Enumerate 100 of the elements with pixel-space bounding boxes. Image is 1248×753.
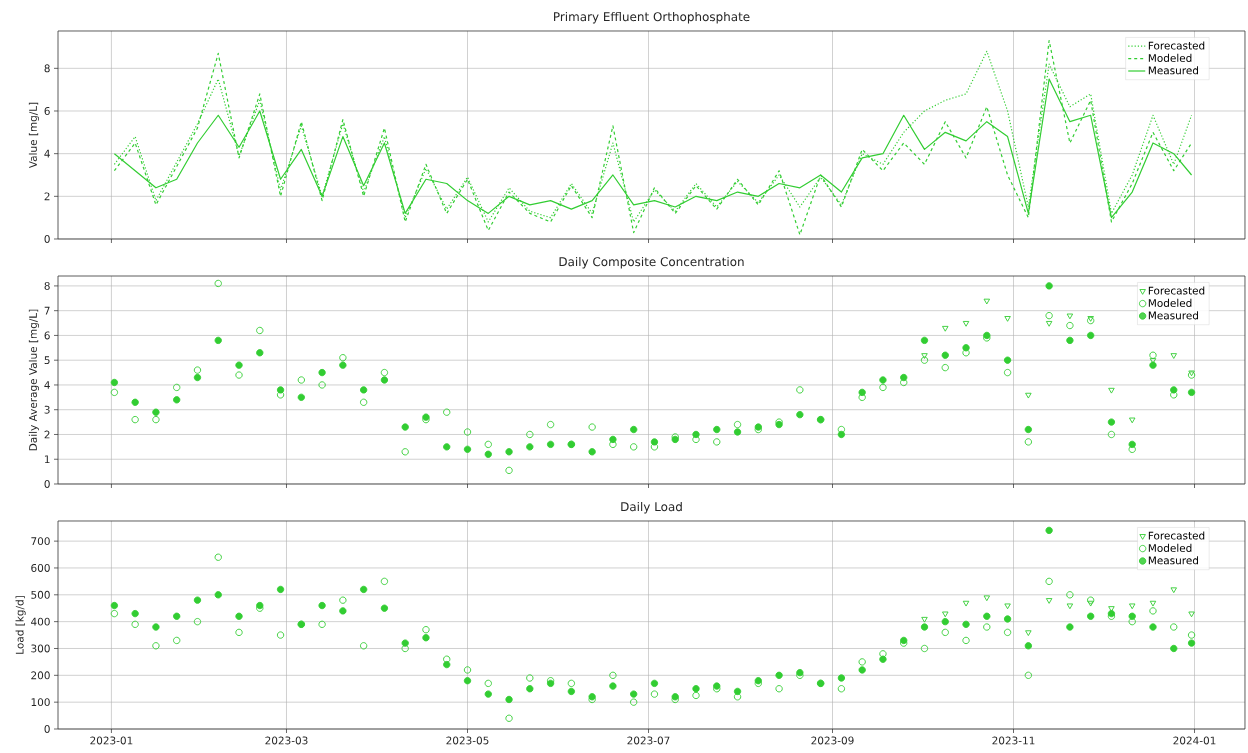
point: [858, 666, 866, 674]
point: [588, 423, 596, 431]
legend-label: Modeled: [1148, 53, 1192, 62]
point: [152, 415, 160, 424]
point: [1187, 639, 1196, 647]
point: [775, 685, 783, 693]
legend-label: Forecasted: [1148, 531, 1205, 540]
point: [463, 677, 472, 685]
chart-title: Daily Composite Concentration: [559, 256, 744, 269]
point: [380, 604, 389, 612]
x-tick-label: 2023-01: [90, 736, 133, 745]
point: [1003, 356, 1012, 364]
point: [650, 438, 659, 446]
point: [858, 658, 866, 666]
point: [796, 386, 804, 394]
point: [1170, 644, 1178, 653]
point: [276, 386, 285, 394]
point: [297, 393, 305, 401]
point: [318, 620, 326, 628]
point: [1045, 598, 1053, 604]
point: [733, 428, 742, 436]
y-axis-title: Load [kg/d]: [15, 596, 26, 654]
point: [1004, 603, 1011, 610]
point: [505, 448, 513, 456]
point: [360, 398, 368, 406]
point: [339, 361, 347, 369]
point: [962, 600, 970, 607]
x-tick-label: 2024-01: [1173, 736, 1216, 745]
point: [1170, 587, 1177, 594]
point: [962, 321, 970, 327]
point: [110, 609, 119, 618]
point: [276, 631, 285, 639]
point: [1188, 611, 1195, 618]
y-tick-label: 0: [44, 480, 50, 488]
point: [567, 679, 576, 688]
legend-label: Forecasted: [1148, 286, 1205, 295]
point: [152, 642, 160, 650]
x-tick-label: 2023-11: [992, 736, 1035, 745]
point: [484, 690, 492, 698]
point: [1087, 331, 1095, 340]
point: [962, 344, 970, 352]
point: [380, 577, 389, 586]
point: [567, 687, 576, 696]
point: [235, 612, 243, 620]
point: [983, 298, 991, 305]
point: [152, 623, 160, 631]
point: [1170, 391, 1178, 399]
point: [1024, 671, 1032, 679]
point: [110, 601, 119, 610]
point: [1024, 642, 1032, 650]
y-tick-label: 2: [44, 192, 50, 201]
point: [505, 714, 513, 722]
point: [297, 376, 305, 384]
point: [1107, 430, 1116, 439]
point: [1003, 628, 1012, 637]
y-tick-label: 2: [44, 430, 50, 439]
point: [131, 620, 139, 628]
legend-label: Modeled: [1148, 298, 1192, 307]
point: [1149, 623, 1157, 631]
point: [1066, 336, 1074, 345]
y-tick-label: 4: [44, 381, 50, 389]
point: [193, 366, 202, 374]
point: [526, 430, 534, 439]
point: [1128, 618, 1136, 626]
point: [879, 650, 887, 658]
point: [650, 679, 659, 688]
point: [630, 443, 638, 451]
y-tick-label: 400: [31, 617, 50, 626]
point: [1170, 623, 1178, 631]
point: [1024, 438, 1032, 446]
y-tick-label: 4: [44, 149, 50, 158]
point: [401, 644, 409, 653]
point: [692, 685, 700, 693]
point: [1066, 603, 1074, 610]
point: [941, 628, 949, 637]
point: [380, 376, 389, 384]
point: [920, 644, 929, 653]
legend-label: Measured: [1148, 556, 1198, 565]
point: [131, 415, 139, 424]
point: [214, 591, 222, 599]
point: [173, 612, 181, 620]
point: [422, 634, 430, 642]
point: [921, 353, 928, 359]
point: [920, 623, 929, 631]
point: [110, 388, 119, 397]
point: [879, 383, 887, 392]
point: [401, 639, 409, 647]
point: [256, 349, 264, 357]
y-tick-label: 0: [44, 235, 50, 243]
legend-label: Modeled: [1148, 543, 1192, 552]
point: [422, 626, 430, 634]
point: [546, 420, 555, 429]
point: [360, 642, 368, 650]
point: [110, 378, 119, 387]
point: [1149, 361, 1157, 369]
point: [1004, 316, 1011, 322]
point: [193, 373, 202, 382]
point: [588, 448, 596, 456]
point: [214, 336, 222, 345]
point: [276, 585, 285, 594]
